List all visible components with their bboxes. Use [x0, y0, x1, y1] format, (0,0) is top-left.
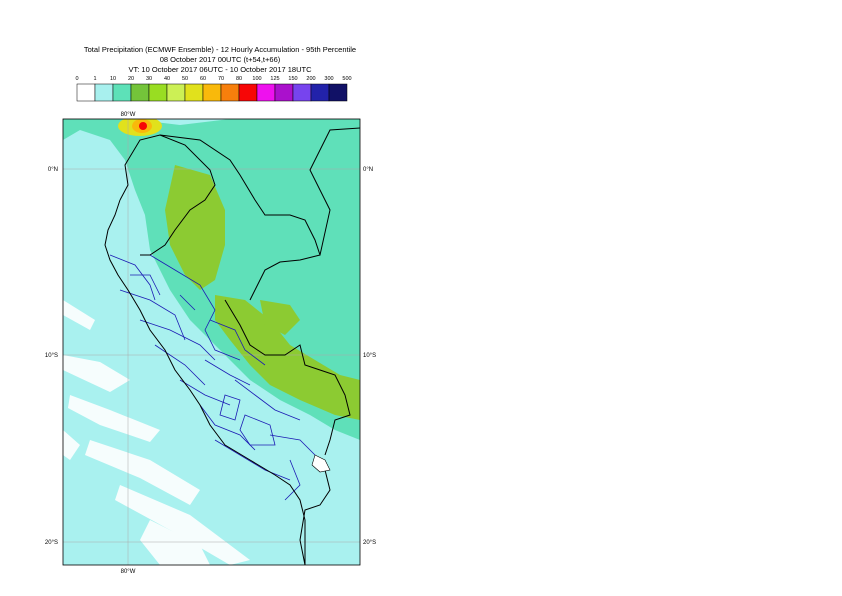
map-title-line3: VT: 10 October 2017 06UTC - 10 October 2… [128, 65, 312, 74]
legend-tick-label: 30 [146, 76, 152, 82]
map-field [63, 119, 360, 565]
map-frame [62, 118, 361, 566]
legend-swatch [328, 83, 348, 102]
lat-label-left-1: 10°S [45, 353, 58, 359]
admin-borders [109, 254, 321, 501]
color-legend: 0 1 10 20 30 40 50 60 70 80 100 125 150 200 300 500 [75, 76, 352, 102]
legend-tick-label: 1 [93, 76, 96, 82]
map-title-line2: 08 October 2017 00UTC (t+54,t+66) [159, 55, 281, 64]
legend-tick-label: 80 [236, 76, 242, 82]
green-dark-region-north [165, 165, 225, 290]
legend-tick-label: 100 [252, 76, 261, 82]
lake-titicaca [311, 454, 331, 473]
lat-label-right-0: 0°N [363, 167, 373, 173]
legend-tick-label: 70 [218, 76, 224, 82]
green-dark-region-east [215, 295, 360, 420]
legend-tick-label: 60 [200, 76, 206, 82]
map-title-line1: Total Precipitation (ECMWF Ensemble) - 1… [83, 45, 357, 54]
legend-tick-label: 50 [182, 76, 188, 82]
lon-label-bottom: 80°W [121, 569, 136, 575]
legend-tick-label: 300 [324, 76, 333, 82]
rain-cell-red [139, 122, 147, 130]
ocean-streaks [63, 300, 250, 565]
lat-label-right-2: 20°S [363, 540, 376, 546]
legend-tick-label: 10 [110, 76, 116, 82]
legend-tick-label: 500 [342, 76, 351, 82]
legend-tick-label: 40 [164, 76, 170, 82]
legend-tick-label: 125 [270, 76, 279, 82]
lat-label-left-0: 0°N [48, 167, 58, 173]
legend-tick-label: 200 [306, 76, 315, 82]
lat-label-right-1: 10°S [363, 353, 376, 359]
legend-tick-label: 20 [128, 76, 134, 82]
lon-label-top: 80°W [121, 112, 136, 118]
green-dark-patch [260, 300, 300, 335]
legend-tick-label: 150 [288, 76, 297, 82]
legend-tick-label: 0 [75, 76, 78, 82]
lat-label-left-2: 20°S [45, 540, 58, 546]
